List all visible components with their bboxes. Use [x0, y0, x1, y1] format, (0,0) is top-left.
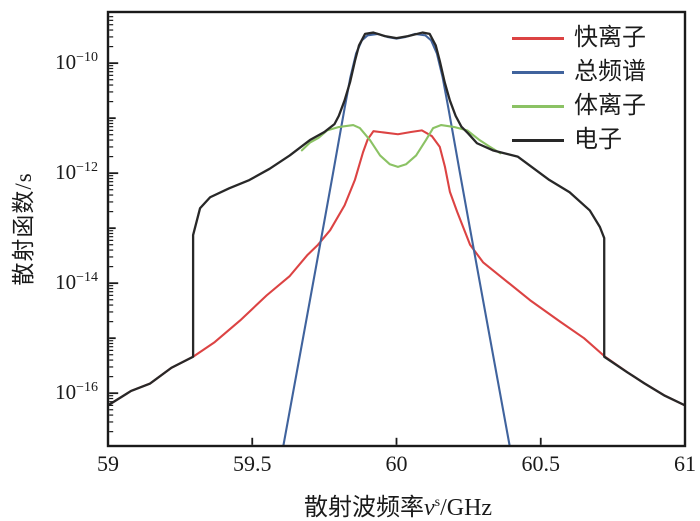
y-tick-label: 10−14: [55, 270, 98, 295]
x-axis-title-suffix: /GHz: [440, 495, 493, 521]
legend-line-bulk-ions: [512, 104, 564, 108]
legend-label-bulk-ions: 体离子: [574, 93, 646, 119]
curve-0: [108, 129, 685, 407]
x-tick-label: 61: [674, 451, 696, 476]
curve-2: [300, 123, 502, 168]
x-tick-label: 59: [97, 451, 119, 476]
curve-1: [282, 32, 511, 446]
legend-label-fast-ions: 快离子: [574, 25, 646, 51]
legend-item-electrons: 电子: [512, 123, 646, 157]
legend-item-bulk-ions: 体离子: [512, 89, 646, 123]
y-tick-label: 10−10: [55, 50, 98, 75]
x-axis-title-prefix: 散射波频率: [303, 495, 424, 521]
x-axis-title-symbol: ν: [423, 495, 435, 521]
y-axis-title: 散射函数/s: [4, 172, 38, 285]
x-tick-label: 59.5: [233, 451, 272, 476]
legend-line-electrons: [512, 138, 564, 142]
legend-line-total-spectrum: [512, 70, 564, 74]
legend-label-electrons: 电子: [574, 127, 622, 153]
x-axis-title: 散射波频率νs/GHz: [304, 487, 492, 521]
legend: 快离子 总频谱 体离子 电子: [512, 21, 646, 157]
curves-group: [108, 31, 685, 446]
x-axis-title-sup: s: [434, 495, 441, 510]
axis-ticks: [109, 16, 542, 445]
y-axis-title-text: 散射函数/s: [11, 172, 36, 286]
x-tick-label: 60: [385, 451, 408, 476]
legend-item-fast-ions: 快离子: [512, 21, 646, 55]
curve-3: [108, 31, 685, 407]
legend-item-total-spectrum: 总频谱: [512, 55, 646, 89]
legend-label-total-spectrum: 总频谱: [574, 59, 646, 85]
x-tick-label: 60.5: [521, 451, 561, 476]
y-tick-label: 10−12: [55, 160, 98, 185]
plot-frame: [106, 10, 687, 448]
legend-line-fast-ions: [512, 36, 564, 40]
y-tick-label: 10−16: [55, 380, 98, 405]
